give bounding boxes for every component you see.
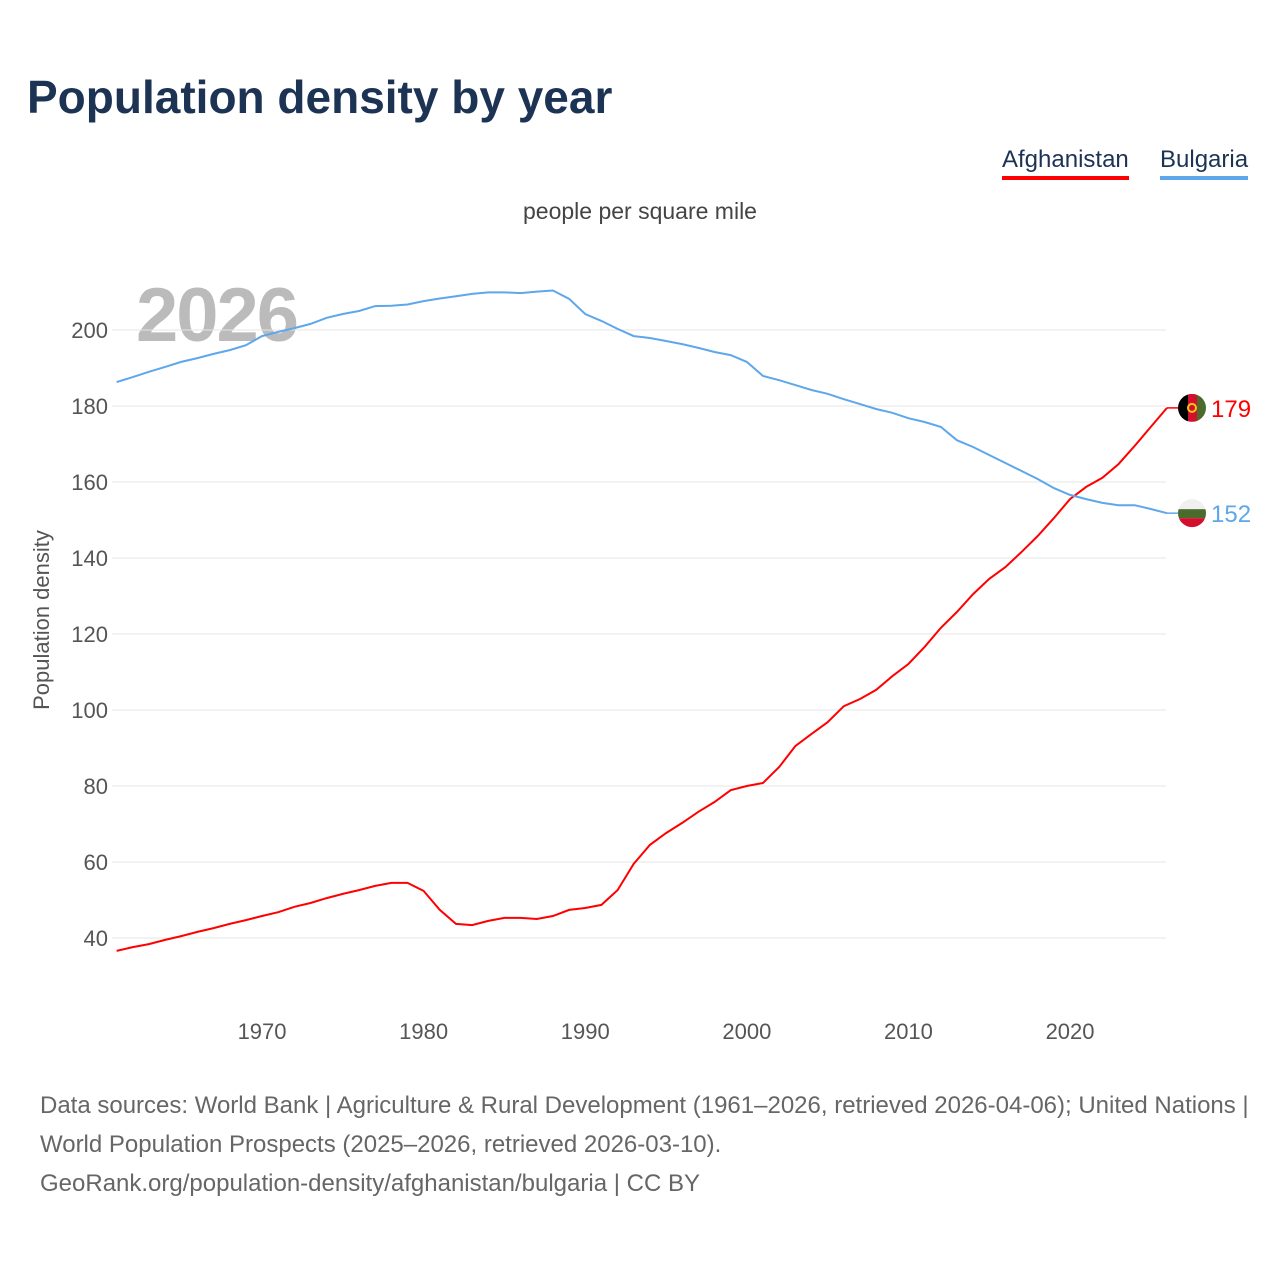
y-tick-label: 180 xyxy=(71,394,108,419)
y-tick-label: 40 xyxy=(84,926,108,951)
y-tick-label: 80 xyxy=(84,774,108,799)
end-value-label: 152 xyxy=(1211,501,1251,528)
y-tick-label: 120 xyxy=(71,622,108,647)
series-line-bulgaria xyxy=(116,289,1168,515)
chart-subtitle: people per square mile xyxy=(523,198,757,224)
end-value-label: 179 xyxy=(1211,396,1251,423)
chart-title: Population density by year xyxy=(27,71,613,123)
y-tick-label: 200 xyxy=(71,318,108,343)
y-tick-label: 100 xyxy=(71,698,108,723)
x-tick-label: 2000 xyxy=(722,1019,771,1044)
x-tick-label: 1990 xyxy=(561,1019,610,1044)
x-tick-label: 2020 xyxy=(1046,1019,1095,1044)
series-line-afghanistan xyxy=(116,407,1168,952)
sources-note: Data sources: World Bank | Agriculture &… xyxy=(40,1086,1250,1203)
y-tick-label: 140 xyxy=(71,546,108,571)
afghanistan-flag-icon xyxy=(1178,393,1206,422)
legend-afghanistan[interactable]: Afghanistan xyxy=(1002,146,1129,180)
bulgaria-flag-icon xyxy=(1178,499,1206,528)
sources-text: Data sources: World Bank | Agriculture &… xyxy=(40,1092,1249,1158)
legend-bulgaria[interactable]: Bulgaria xyxy=(1160,146,1249,180)
source-url[interactable]: GeoRank.org/population-density/afghanist… xyxy=(40,1170,700,1197)
year-watermark: 2026 xyxy=(136,273,299,358)
y-tick-label: 160 xyxy=(71,470,108,495)
x-tick-label: 1980 xyxy=(399,1019,448,1044)
x-tick-label: 2010 xyxy=(884,1019,933,1044)
y-tick-label: 60 xyxy=(84,850,108,875)
x-tick-label: 1970 xyxy=(238,1019,287,1044)
